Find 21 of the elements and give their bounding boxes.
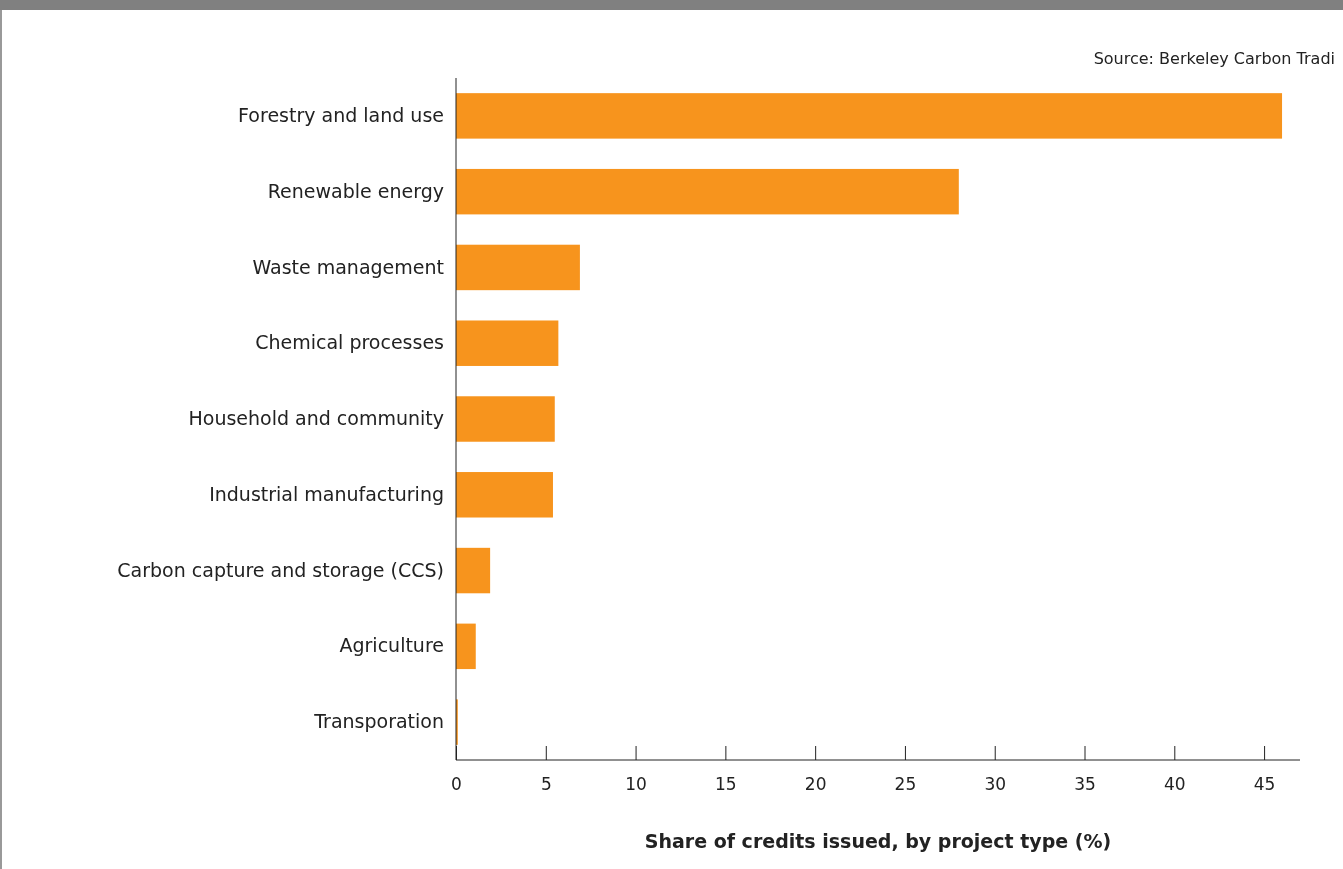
- y-tick-label: Forestry and land use: [238, 103, 444, 126]
- y-tick-label: Agriculture: [339, 634, 444, 657]
- x-tick-label: 35: [1074, 774, 1096, 795]
- x-tick-label: 0: [451, 774, 462, 795]
- y-tick-label: Waste management: [252, 255, 444, 278]
- x-tick-label: 45: [1253, 774, 1276, 795]
- x-tick-label: 10: [625, 774, 647, 795]
- x-axis-title: Share of credits issued, by project type (%): [644, 830, 1112, 852]
- y-tick-label: Carbon capture and storage (CCS): [117, 558, 444, 581]
- source-note: Source: Berkeley Carbon Tradi: [1093, 49, 1335, 68]
- y-tick-label: Transporation: [313, 710, 444, 733]
- x-tick-label: 5: [540, 774, 552, 795]
- x-tick-label: 25: [894, 774, 917, 795]
- y-tick-label: Household and community: [188, 407, 444, 430]
- x-tick-label: 20: [804, 774, 827, 795]
- y-tick-label: Industrial manufacturing: [209, 482, 444, 505]
- x-tick-label: 30: [984, 774, 1007, 795]
- x-tick-label: 40: [1163, 774, 1186, 795]
- y-tick-label: Renewable energy: [267, 179, 444, 202]
- y-tick-label: Chemical processes: [255, 331, 444, 354]
- x-tick-label: 15: [715, 774, 737, 795]
